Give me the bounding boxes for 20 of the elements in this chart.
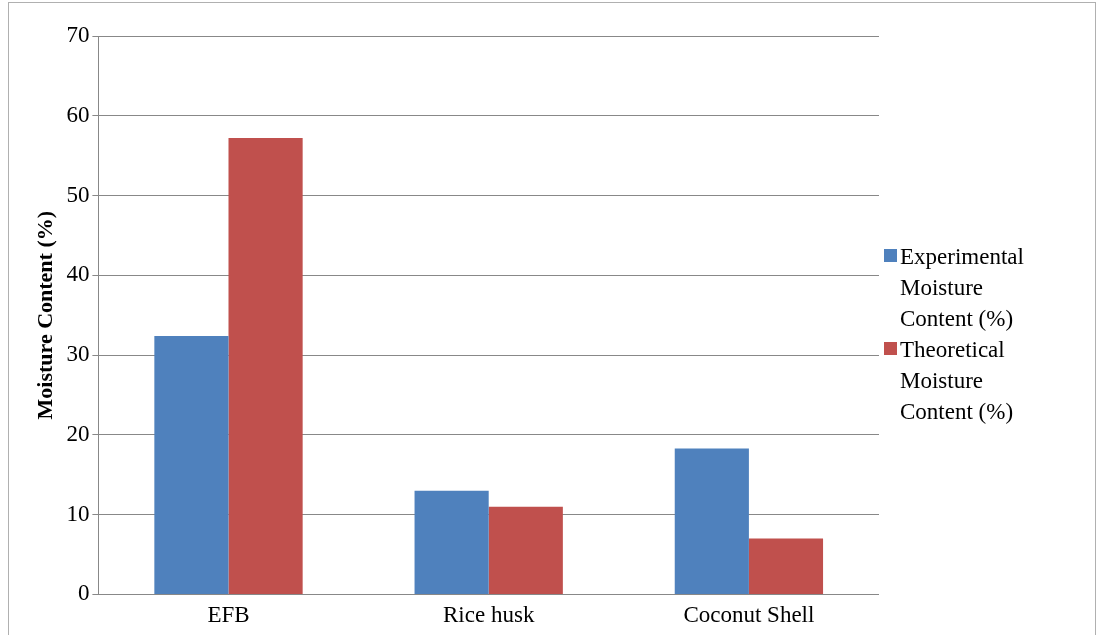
x-tick-label: Rice husk [443, 602, 535, 628]
bar [228, 138, 303, 594]
x-tick-label: Coconut Shell [683, 602, 815, 628]
y-tick-label: 40 [66, 261, 90, 287]
y-tick-label: 70 [66, 22, 90, 48]
y-tick-label: 0 [77, 580, 90, 606]
bar [674, 448, 749, 594]
y-axis-title: Moisture Content (%) [31, 210, 57, 420]
y-tick-label: 60 [66, 101, 90, 127]
bar [154, 335, 229, 594]
bar [748, 538, 824, 594]
legend-label: Theoretical Moisture Content (%) [900, 336, 1015, 426]
legend-label: Experimental Moisture Content (%) [900, 243, 1025, 333]
bar [488, 506, 563, 594]
y-tick-label: 20 [66, 420, 90, 446]
y-tick-label: 30 [66, 341, 90, 367]
x-tick-label: EFB [207, 602, 250, 628]
bar [414, 490, 489, 594]
y-tick-label: 10 [66, 500, 90, 526]
y-tick-label: 50 [66, 181, 90, 207]
